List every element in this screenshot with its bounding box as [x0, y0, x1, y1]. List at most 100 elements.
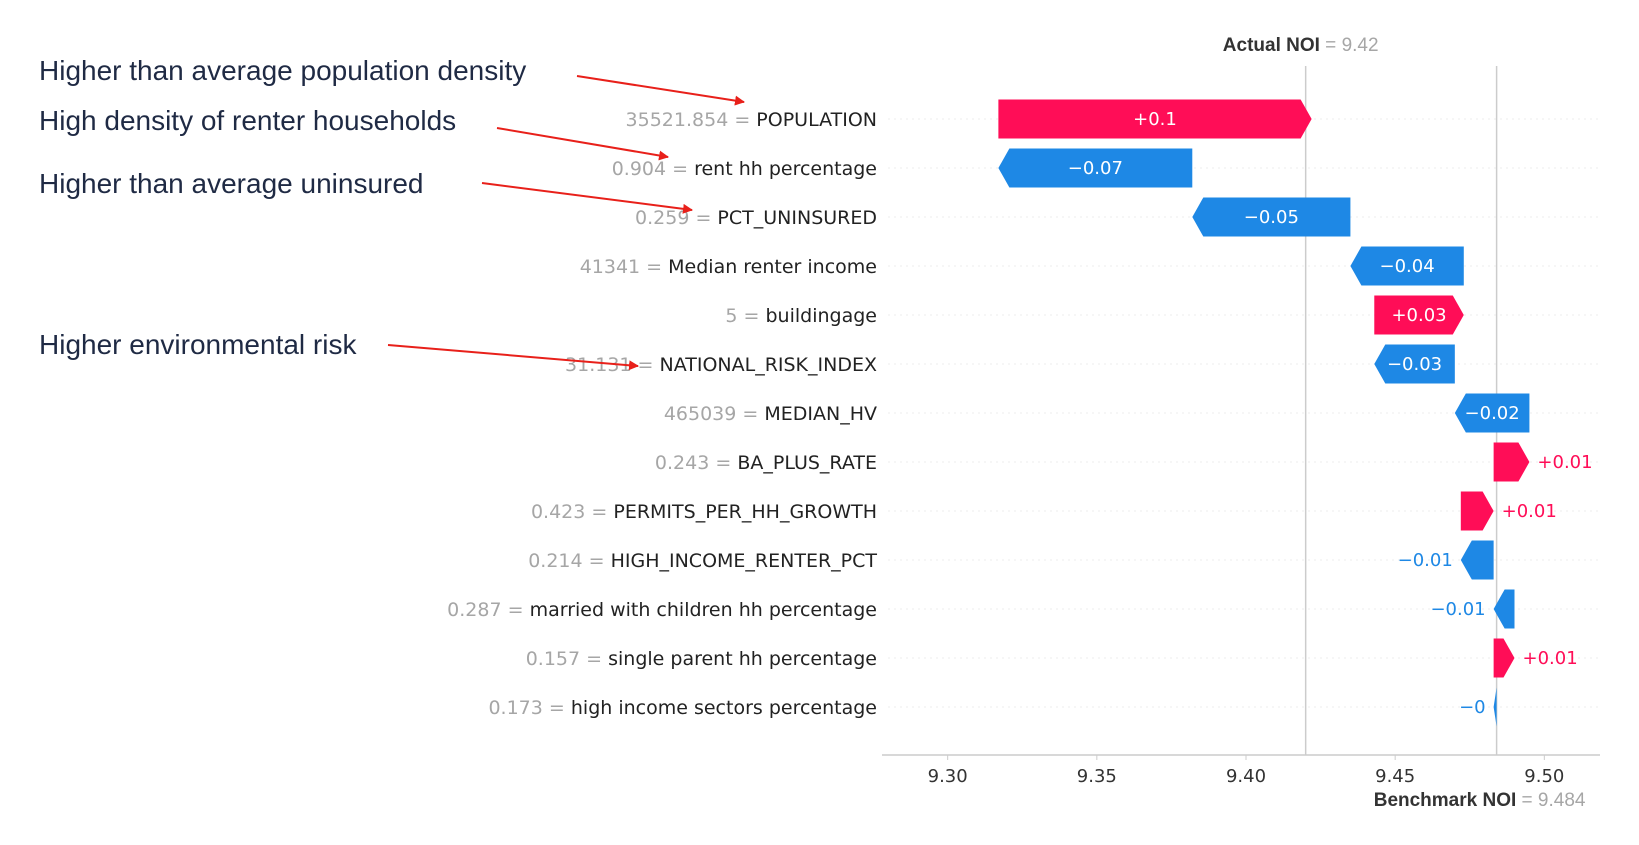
feature-name: Median renter income — [668, 256, 877, 278]
equals-sign: = — [640, 256, 668, 278]
feature-value: 31.131 — [565, 354, 631, 376]
feature-label: 0.259 = PCT_UNINSURED — [635, 207, 877, 229]
contribution-bar — [1460, 491, 1494, 531]
contribution-bar — [1350, 246, 1464, 286]
feature-name: BA_PLUS_RATE — [737, 452, 877, 474]
equals-sign: = — [689, 207, 717, 229]
equals-sign: = — [543, 697, 571, 719]
equals-sign: = — [738, 305, 766, 327]
actual-noi-label-value: 9.42 — [1342, 35, 1379, 56]
contribution-label: +0.01 — [1523, 648, 1578, 669]
contribution-label: −0.07 — [1068, 158, 1123, 179]
feature-name: high income sectors percentage — [571, 697, 877, 719]
feature-value: 465039 — [664, 403, 737, 425]
feature-label: 31.131 = NATIONAL_RISK_INDEX — [565, 354, 877, 376]
feature-name: NATIONAL_RISK_INDEX — [660, 354, 878, 376]
feature-value: 0.287 — [447, 599, 501, 621]
feature-label: 0.243 = BA_PLUS_RATE — [655, 452, 877, 474]
feature-value: 0.423 — [531, 501, 585, 523]
equals-sign: = — [585, 501, 613, 523]
contribution-bar — [1454, 393, 1530, 433]
equals-sign: = — [632, 354, 660, 376]
feature-name: rent hh percentage — [694, 158, 877, 180]
equals-sign: = — [736, 403, 764, 425]
feature-value: 35521.854 — [626, 109, 729, 131]
actual-noi-label-eq: = — [1320, 35, 1342, 56]
contribution-bar — [1493, 687, 1497, 727]
x-tick-label: 9.50 — [1524, 766, 1564, 787]
feature-value: 5 — [725, 305, 737, 327]
benchmark-noi-label: Benchmark NOI = 9.484 — [1374, 790, 1586, 811]
actual-noi-label: Actual NOI = 9.42 — [1223, 35, 1379, 56]
feature-label: 0.157 = single parent hh percentage — [526, 648, 877, 670]
contribution-label: +0.01 — [1502, 501, 1557, 522]
contribution-bar — [1493, 589, 1515, 629]
feature-name: PCT_UNINSURED — [717, 207, 877, 229]
equals-sign: = — [583, 550, 611, 572]
benchmark-noi-label-name: Benchmark NOI — [1374, 790, 1517, 811]
contribution-bar — [1192, 197, 1351, 237]
feature-name: MEDIAN_HV — [764, 403, 877, 425]
annotation-text: Higher than average uninsured — [39, 168, 423, 199]
benchmark-noi-label-value: 9.484 — [1538, 790, 1586, 811]
annotation-arrow — [496, 127, 669, 161]
annotation-arrow — [387, 344, 639, 371]
contribution-label: −0.04 — [1380, 256, 1435, 277]
contribution-bar — [998, 148, 1193, 188]
annotation-text: High density of renter households — [39, 105, 456, 136]
x-tick-label: 9.35 — [1077, 766, 1117, 787]
feature-name: PERMITS_PER_HH_GROWTH — [613, 501, 877, 523]
feature-name: HIGH_INCOME_RENTER_PCT — [611, 550, 878, 572]
feature-label: 0.287 = married with children hh percent… — [447, 599, 877, 621]
feature-label: 465039 = MEDIAN_HV — [664, 403, 877, 425]
feature-value: 0.173 — [488, 697, 542, 719]
contribution-label: −0.03 — [1387, 354, 1442, 375]
contribution-bar — [1493, 442, 1530, 482]
contribution-label: −0.01 — [1430, 599, 1485, 620]
feature-label: 5 = buildingage — [725, 305, 877, 327]
feature-label: 0.423 = PERMITS_PER_HH_GROWTH — [531, 501, 877, 523]
contribution-label: −0.01 — [1398, 550, 1453, 571]
feature-name: married with children hh percentage — [530, 599, 877, 621]
equals-sign: = — [666, 158, 694, 180]
contribution-bar — [1374, 295, 1464, 335]
contribution-label: −0 — [1459, 697, 1486, 718]
feature-label: 0.904 = rent hh percentage — [612, 158, 877, 180]
feature-name: POPULATION — [756, 109, 877, 131]
contribution-bar — [1460, 540, 1494, 580]
x-tick-label: 9.45 — [1375, 766, 1415, 787]
annotation-text: Higher than average population density — [39, 55, 526, 86]
x-tick-label: 9.30 — [928, 766, 968, 787]
feature-name: buildingage — [766, 305, 878, 327]
contribution-bar — [1374, 344, 1455, 384]
equals-sign: = — [580, 648, 608, 670]
feature-label: 35521.854 = POPULATION — [626, 109, 877, 131]
feature-label: 0.173 = high income sectors percentage — [488, 697, 877, 719]
x-tick-label: 9.40 — [1226, 766, 1266, 787]
feature-value: 0.157 — [526, 648, 580, 670]
actual-noi-label-name: Actual NOI — [1223, 35, 1320, 56]
annotation-text: Higher environmental risk — [39, 329, 357, 360]
equals-sign: = — [728, 109, 756, 131]
feature-value: 0.259 — [635, 207, 689, 229]
contribution-label: +0.01 — [1537, 452, 1592, 473]
feature-value: 41341 — [580, 256, 640, 278]
contribution-bar — [998, 99, 1312, 139]
benchmark-noi-label-eq: = — [1516, 790, 1538, 811]
feature-value: 0.904 — [612, 158, 666, 180]
contribution-label: +0.03 — [1391, 305, 1446, 326]
feature-label: 41341 = Median renter income — [580, 256, 877, 278]
feature-value: 0.214 — [528, 550, 582, 572]
feature-value: 0.243 — [655, 452, 709, 474]
feature-name: single parent hh percentage — [608, 648, 877, 670]
contribution-bar — [1493, 638, 1515, 678]
annotation-arrow — [576, 75, 745, 106]
contribution-label: +0.1 — [1133, 109, 1177, 130]
annotation-arrow — [481, 182, 693, 214]
equals-sign: = — [709, 452, 737, 474]
feature-label: 0.214 = HIGH_INCOME_RENTER_PCT — [528, 550, 877, 572]
equals-sign: = — [502, 599, 530, 621]
contribution-label: −0.05 — [1244, 207, 1299, 228]
contribution-label: −0.02 — [1465, 403, 1520, 424]
